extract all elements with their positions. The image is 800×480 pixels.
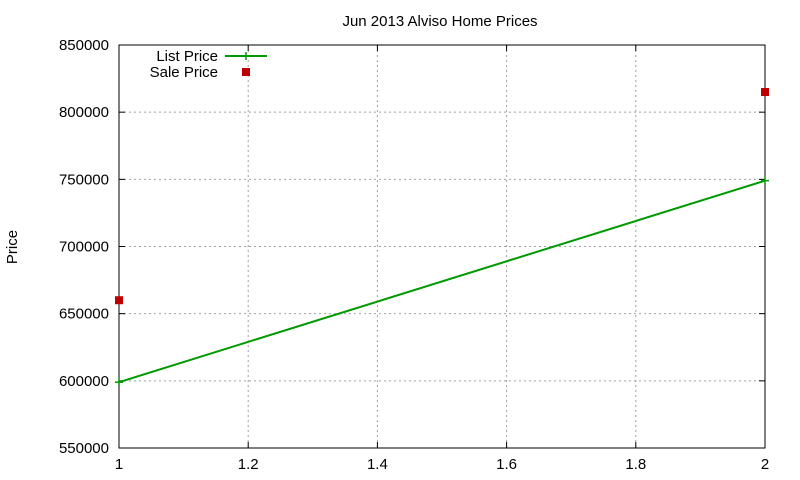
x-tick-label: 1.4 bbox=[367, 456, 388, 473]
list-price-point bbox=[115, 378, 123, 387]
y-tick-label: 650000 bbox=[59, 306, 109, 323]
y-tick-label: 750000 bbox=[59, 171, 109, 188]
x-tick-label: 2 bbox=[761, 456, 769, 473]
grid-lines bbox=[119, 45, 765, 448]
y-tick-label: 800000 bbox=[59, 104, 109, 121]
y-tick-label: 850000 bbox=[59, 37, 109, 54]
axes: 1 1.2 1.4 1.6 1.8 2 550000 600000 650000 700000 75… bbox=[59, 37, 769, 473]
x-tick-label: 1.8 bbox=[625, 456, 646, 473]
y-tick-label: 700000 bbox=[59, 239, 109, 256]
legend-square-swatch bbox=[242, 68, 250, 76]
sale-price-point bbox=[761, 88, 769, 97]
x-tick-label: 1.6 bbox=[496, 456, 517, 473]
y-tick-label: 550000 bbox=[59, 440, 109, 457]
x-tick-label: 1 bbox=[115, 456, 123, 473]
data-series bbox=[115, 88, 769, 387]
legend-label: List Price bbox=[156, 48, 218, 65]
chart-title: Jun 2013 Alviso Home Prices bbox=[342, 13, 537, 30]
legend-plus-marker bbox=[242, 52, 250, 60]
y-axis-label: Price bbox=[4, 230, 21, 264]
legend-label: Sale Price bbox=[150, 64, 218, 81]
sale-price-point bbox=[115, 296, 123, 305]
y-tick-label: 600000 bbox=[59, 373, 109, 390]
list-price-point bbox=[761, 176, 769, 185]
x-tick-label: 1.2 bbox=[238, 456, 259, 473]
list-price-line bbox=[118, 179, 766, 384]
